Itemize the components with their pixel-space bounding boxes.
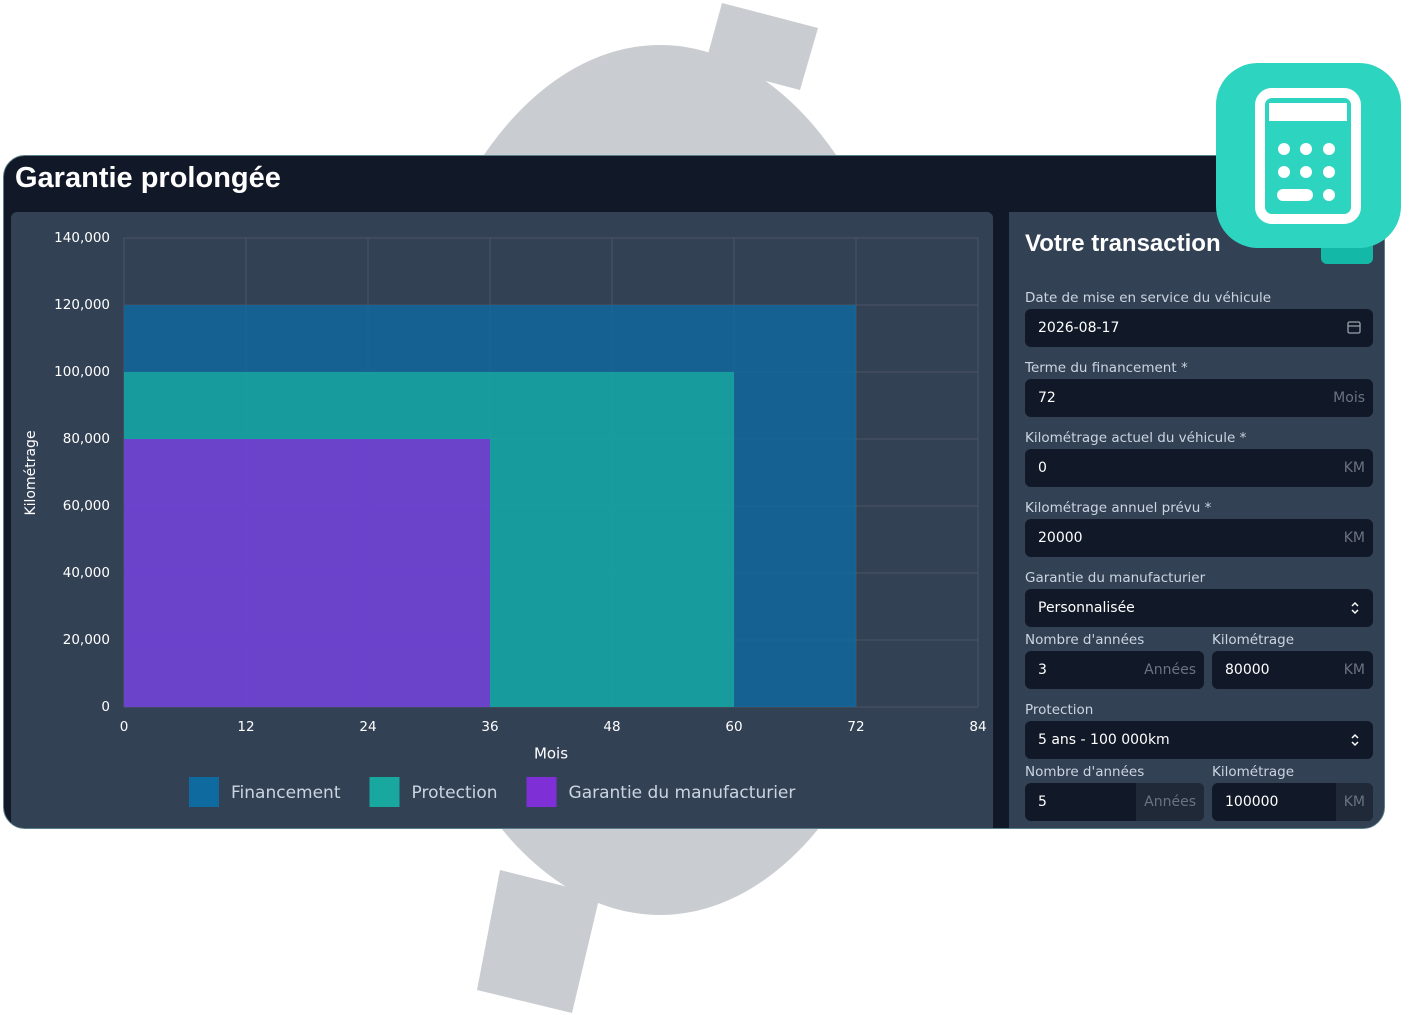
field-label: Date de mise en service du véhicule [1025, 290, 1272, 306]
field-value: 0 [1038, 460, 1047, 476]
x-tick-label: 84 [969, 719, 986, 735]
y-tick-label: 140,000 [54, 230, 110, 246]
unit: Mois [1333, 390, 1365, 406]
field-label: Kilométrage [1212, 632, 1295, 648]
y-tick-label: 120,000 [54, 297, 110, 313]
legend-swatch [189, 777, 219, 807]
panel-title: Votre transaction [1025, 230, 1221, 257]
years-input[interactable]: 3 Années [1025, 651, 1204, 689]
field-value: 3 [1038, 662, 1047, 678]
unit: KM [1343, 662, 1365, 678]
field-label: Protection [1025, 702, 1094, 718]
y-tick-label: 20,000 [63, 632, 110, 648]
field-value: 72 [1038, 390, 1056, 406]
field-label: Kilométrage annuel prévu * [1025, 500, 1212, 516]
x-tick-label: 24 [359, 719, 376, 735]
annual-km-input[interactable]: 20000 KM [1025, 519, 1373, 557]
y-tick-label: 0 [101, 699, 110, 715]
chart-area: Kilométrage Mois 0 20,000 40,000 60,000 80,0… [11, 212, 993, 828]
legend-swatch [526, 777, 557, 807]
x-axis-title: Mois [534, 745, 568, 763]
chevron-icon [1351, 733, 1359, 747]
unit: Années [1144, 662, 1196, 678]
field-value: 5 [1038, 794, 1047, 810]
legend-swatch [369, 777, 400, 807]
field-label: Kilométrage [1212, 764, 1295, 780]
x-tick-label: 48 [603, 719, 620, 735]
field-value: 100000 [1225, 794, 1279, 810]
field-value: 20000 [1038, 530, 1083, 546]
y-tick-label: 100,000 [54, 364, 110, 380]
unit: Années [1136, 783, 1204, 821]
field-label: Nombre d'années [1025, 764, 1145, 780]
years-input[interactable]: 5 Années [1025, 783, 1204, 821]
field-value: 80000 [1225, 662, 1270, 678]
y-tick-label: 60,000 [63, 498, 110, 514]
transaction-panel: Votre transaction Date de mise en servic… [1009, 212, 1384, 828]
field-label: Terme du financement * [1025, 360, 1188, 376]
legend-label: Protection [412, 783, 498, 803]
x-tick-label: 60 [725, 719, 742, 735]
warranty-select[interactable]: Personnalisée [1025, 589, 1373, 627]
calculator-icon [1216, 63, 1401, 248]
calendar-icon [1347, 321, 1361, 334]
km-input[interactable]: 100000 KM [1212, 783, 1373, 821]
card-title: Garantie prolongée [15, 162, 281, 194]
term-input[interactable]: 72 Mois [1025, 379, 1373, 417]
coverage-rect [124, 439, 490, 707]
x-tick-label: 12 [237, 719, 254, 735]
unit: KM [1343, 530, 1365, 546]
x-tick-label: 72 [847, 719, 864, 735]
chevron-icon [1351, 601, 1359, 615]
field-label: Kilométrage actuel du véhicule * [1025, 430, 1247, 446]
y-tick-label: 80,000 [63, 431, 110, 447]
field-value: 5 ans - 100 000km [1038, 732, 1170, 748]
legend-label: Financement [231, 783, 341, 803]
x-tick-label: 0 [120, 719, 129, 735]
y-tick-label: 40,000 [63, 565, 110, 581]
field-value: 2026-08-17 [1038, 320, 1120, 336]
field-value: Personnalisée [1038, 600, 1135, 616]
y-axis-title: Kilométrage [23, 430, 39, 515]
field-label: Nombre d'années [1025, 632, 1145, 648]
chart: Kilométrage Mois 0 20,000 40,000 60,000 80,0… [23, 230, 987, 807]
km-input[interactable]: 0 KM [1025, 449, 1373, 487]
field-label: Garantie du manufacturier [1025, 570, 1206, 586]
unit: KM [1335, 783, 1373, 821]
km-input[interactable]: 80000 KM [1212, 651, 1373, 689]
card: Garantie prolongée Kilométrage Mois 0 20,… [3, 155, 1385, 829]
x-tick-label: 36 [481, 719, 498, 735]
legend-label: Garantie du manufacturier [569, 783, 796, 803]
protection-select[interactable]: 5 ans - 100 000km [1025, 721, 1373, 759]
unit: KM [1343, 460, 1365, 476]
date-input[interactable]: 2026-08-17 [1025, 309, 1373, 347]
